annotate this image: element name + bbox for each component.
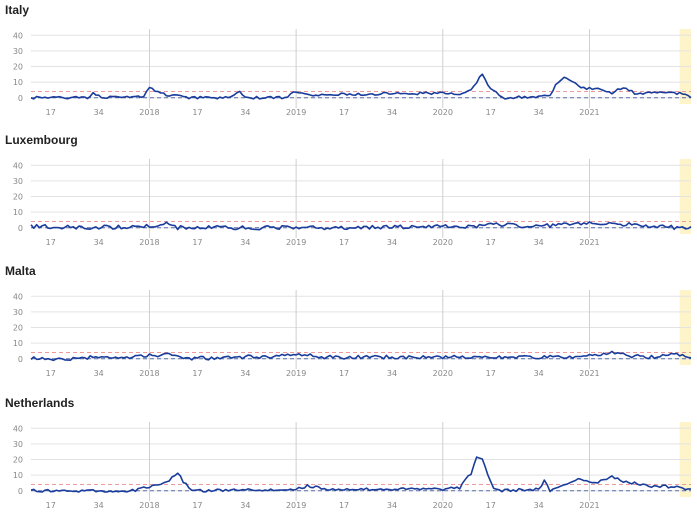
x-tick-label: 2020 (433, 369, 453, 378)
y-tick-label: 40 (13, 161, 23, 170)
series-line (30, 350, 692, 362)
y-tick-label: 0 (18, 487, 23, 496)
x-tick-label: 34 (387, 369, 397, 378)
y-tick-label: 30 (13, 177, 23, 186)
x-tick-label: 17 (46, 238, 56, 247)
x-tick-label: 2018 (139, 238, 159, 247)
y-tick-label: 20 (13, 63, 23, 72)
x-tick-label: 34 (387, 238, 397, 247)
x-tick-label: 34 (534, 238, 544, 247)
x-tick-label: 17 (192, 369, 202, 378)
x-tick-label: 34 (94, 238, 104, 247)
y-tick-label: 30 (13, 47, 23, 56)
x-tick-label: 34 (534, 501, 544, 510)
x-tick-label: 34 (534, 369, 544, 378)
chart-title: Netherlands (5, 396, 75, 410)
y-tick-label: 40 (13, 292, 23, 301)
x-tick-label: 17 (192, 501, 202, 510)
x-tick-label: 2018 (139, 108, 159, 117)
x-tick-label: 34 (534, 108, 544, 117)
x-tick-label: 2019 (286, 369, 306, 378)
x-tick-label: 2019 (286, 501, 306, 510)
x-tick-label: 17 (46, 501, 56, 510)
y-tick-label: 20 (13, 456, 23, 465)
x-tick-label: 17 (339, 369, 349, 378)
x-tick-label: 17 (46, 108, 56, 117)
x-tick-label: 34 (240, 108, 250, 117)
x-tick-label: 34 (240, 501, 250, 510)
series-line (30, 456, 692, 493)
x-tick-label: 34 (240, 238, 250, 247)
x-tick-label: 34 (387, 501, 397, 510)
y-tick-label: 10 (13, 471, 23, 480)
x-tick-label: 2021 (579, 501, 599, 510)
y-tick-label: 0 (18, 355, 23, 364)
chart-netherlands-svg: 0 10 20 30 40 17 34 2018 17 34 2019 17 34 2020 17 34 202… (13, 422, 692, 510)
x-tick-label: 17 (192, 238, 202, 247)
y-tick-label: 30 (13, 440, 23, 449)
y-tick-label: 40 (13, 31, 23, 40)
x-tick-label: 17 (486, 369, 496, 378)
x-tick-label: 34 (240, 369, 250, 378)
series-line (30, 221, 692, 231)
x-tick-label: 17 (486, 108, 496, 117)
x-tick-label: 2019 (286, 238, 306, 247)
y-tick-label: 10 (13, 208, 23, 217)
y-tick-label: 20 (13, 324, 23, 333)
chart-italy-svg: 0 10 20 30 40 17 34 2018 17 34 2019 17 34 2020 17 34 202… (13, 29, 692, 117)
x-tick-label: 17 (486, 238, 496, 247)
x-tick-label: 17 (339, 238, 349, 247)
chart-title: Malta (5, 264, 36, 278)
y-tick-label: 0 (18, 94, 23, 103)
x-tick-label: 17 (339, 501, 349, 510)
y-tick-label: 10 (13, 78, 23, 87)
x-tick-label: 17 (339, 108, 349, 117)
x-tick-label: 17 (46, 369, 56, 378)
x-tick-label: 2021 (579, 108, 599, 117)
y-tick-label: 10 (13, 339, 23, 348)
y-tick-label: 0 (18, 224, 23, 233)
x-tick-label: 34 (94, 501, 104, 510)
x-tick-label: 2019 (286, 108, 306, 117)
x-tick-label: 2020 (433, 501, 453, 510)
x-tick-label: 2018 (139, 501, 159, 510)
x-tick-label: 2020 (433, 238, 453, 247)
y-tick-label: 30 (13, 308, 23, 317)
y-tick-label: 40 (13, 424, 23, 433)
x-tick-label: 34 (94, 108, 104, 117)
chart-title: Italy (5, 3, 30, 17)
chart-title: Luxembourg (5, 133, 78, 147)
x-tick-label: 2021 (579, 369, 599, 378)
series-line (30, 73, 692, 100)
x-tick-label: 17 (192, 108, 202, 117)
x-tick-label: 34 (94, 369, 104, 378)
x-tick-label: 2020 (433, 108, 453, 117)
x-tick-label: 34 (387, 108, 397, 117)
x-tick-label: 2018 (139, 369, 159, 378)
x-tick-label: 17 (486, 501, 496, 510)
y-tick-label: 20 (13, 193, 23, 202)
chart-malta-svg: 0 10 20 30 40 17 34 2018 17 34 2019 17 34 2020 17 34 202… (13, 290, 692, 378)
x-tick-label: 2021 (579, 238, 599, 247)
chart-luxembourg-svg: 0 10 20 30 40 17 34 2018 17 34 2019 17 34 2020 17 34 202… (13, 159, 692, 247)
